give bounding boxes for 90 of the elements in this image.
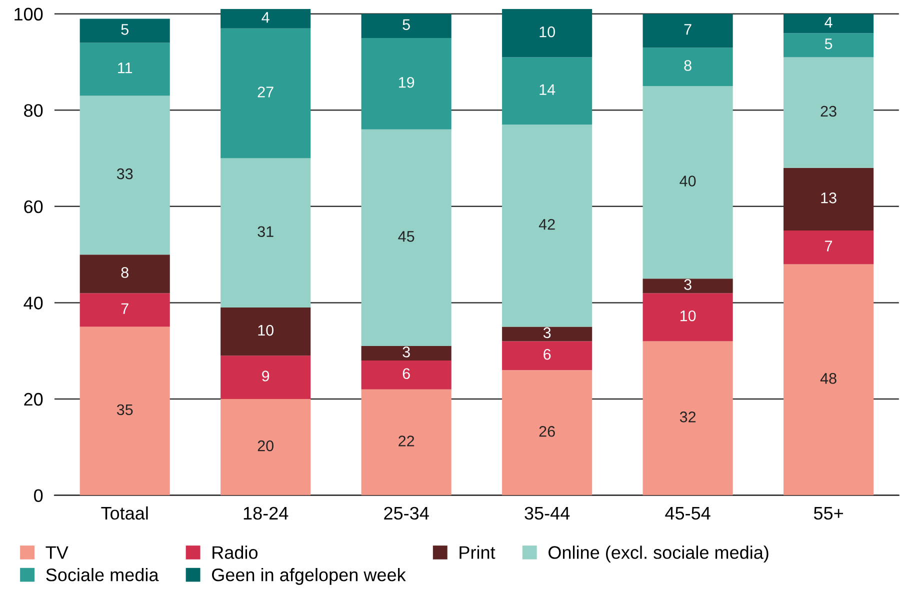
data-label: 20: [258, 440, 274, 452]
bar: [502, 9, 592, 58]
data-label: 5: [824, 38, 832, 50]
bar: [80, 326, 170, 496]
legend-label: Radio: [212, 546, 258, 559]
data-label: 11: [118, 62, 132, 74]
x-tick-label: Totaal: [101, 506, 148, 520]
data-label: 45: [398, 231, 414, 242]
bar: [361, 346, 452, 360]
data-label: 8: [121, 267, 128, 278]
data-label: 6: [402, 368, 410, 380]
bar: [502, 370, 592, 496]
bar: [80, 18, 170, 43]
y-tick-label: 60: [24, 200, 43, 214]
data-label: 13: [821, 192, 836, 204]
data-label: 4: [824, 16, 832, 28]
data-label: 10: [258, 324, 274, 336]
bar: [502, 341, 592, 370]
x-tick-label: 25-34: [384, 506, 429, 520]
bar: [784, 230, 874, 264]
bar: [642, 48, 733, 86]
bar: [642, 86, 733, 279]
data-label: 23: [820, 106, 836, 117]
data-label: 3: [402, 346, 410, 358]
data-label: 27: [258, 86, 274, 98]
bar: [642, 293, 733, 342]
bar: [80, 96, 170, 255]
data-label: 7: [825, 240, 832, 252]
data-label: 8: [684, 60, 692, 71]
bar: [361, 389, 452, 496]
legend-label: Sociale media: [46, 568, 159, 582]
bar: [361, 14, 452, 38]
y-tick-label: 100: [14, 8, 43, 21]
data-label: 3: [543, 327, 551, 338]
bar: [784, 168, 874, 231]
data-label: 5: [402, 19, 410, 30]
bar: [784, 57, 874, 168]
data-label: 42: [538, 218, 555, 230]
bar: [220, 308, 311, 356]
data-label: 32: [680, 412, 696, 422]
bar: [642, 278, 733, 294]
bar: [361, 38, 452, 130]
bar: [220, 399, 311, 496]
bar: [80, 254, 170, 294]
data-label: 48: [820, 373, 836, 384]
data-label: 9: [262, 370, 270, 382]
data-label: 6: [544, 348, 551, 360]
legend-label: Online (excl. sociale media): [548, 546, 768, 562]
data-label: 35: [116, 404, 133, 416]
data-label: 4: [262, 12, 270, 23]
legend-label: TV: [46, 546, 68, 559]
x-tick-label: 45-54: [665, 507, 710, 520]
data-label: 26: [539, 426, 555, 437]
bar: [502, 57, 592, 125]
data-label: 7: [684, 24, 692, 35]
y-tick-label: 80: [24, 104, 43, 117]
data-label: 5: [121, 24, 128, 35]
legend-label: Geen in afgelopen week: [212, 568, 406, 585]
bar: [361, 360, 452, 390]
bar: [220, 356, 311, 399]
data-label: 19: [399, 76, 414, 88]
bar: [642, 341, 733, 496]
bar: [784, 14, 874, 34]
data-label: 14: [540, 84, 556, 95]
bar: [80, 293, 170, 327]
data-label: 10: [540, 26, 555, 38]
bar: [502, 124, 592, 327]
bar: [642, 14, 733, 48]
bar: [220, 158, 311, 308]
data-label: 7: [121, 303, 128, 314]
bar: [220, 9, 311, 28]
y-tick-label: 20: [24, 392, 43, 406]
bar: [502, 326, 592, 342]
y-tick-label: 0: [34, 489, 43, 502]
y-tick-label: 40: [24, 296, 43, 310]
x-tick-label: 18-24: [244, 506, 288, 520]
bar: [784, 33, 874, 58]
bar: [80, 42, 170, 96]
bar: [361, 129, 452, 346]
data-label: 22: [398, 436, 414, 446]
data-label: 3: [684, 279, 692, 290]
bar: [784, 264, 874, 496]
x-tick-label: 55+: [814, 507, 843, 520]
data-label: 40: [680, 176, 696, 186]
bar: [220, 28, 311, 158]
legend-label: Print: [460, 546, 496, 559]
data-label: 31: [258, 226, 274, 238]
data-label: 10: [680, 310, 696, 322]
x-tick-label: 35-44: [524, 506, 570, 520]
data-label: 33: [116, 168, 133, 180]
